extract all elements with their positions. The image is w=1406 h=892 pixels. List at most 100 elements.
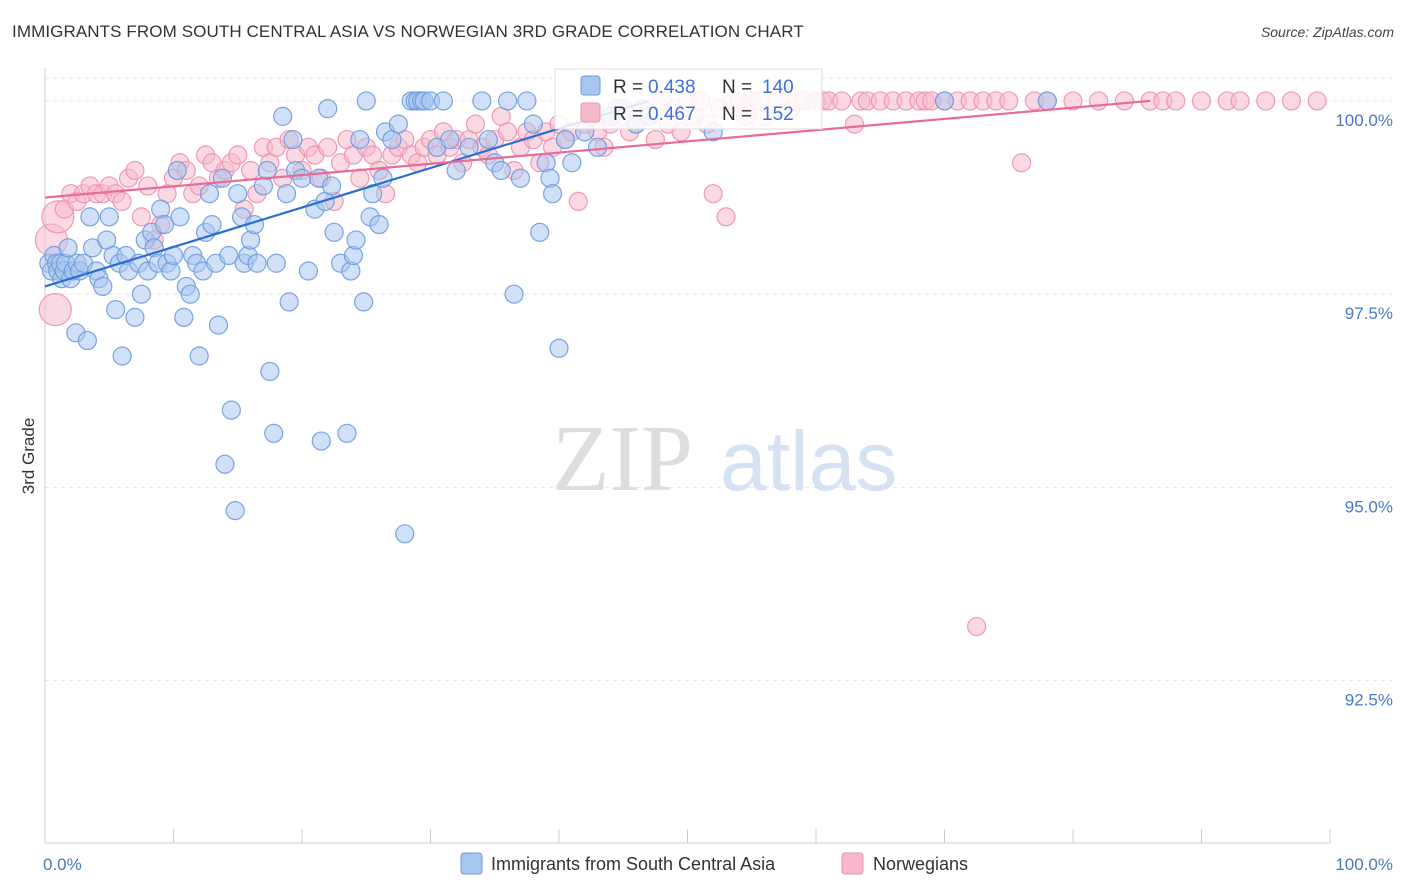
blue-point (346, 230, 366, 250)
pink-point (1114, 91, 1135, 111)
pink-point (1063, 91, 1083, 111)
pink-point (1191, 91, 1212, 111)
stats-swatch-blue (580, 75, 601, 96)
pink-point (1011, 153, 1032, 173)
blue-point (523, 114, 543, 134)
blue-point (504, 284, 524, 304)
stats-r-value-pink: 0.467 (648, 104, 696, 125)
legend: Immigrants from South Central Asia Norwe… (460, 852, 968, 875)
blue-point (292, 168, 312, 188)
blue-point (491, 160, 511, 181)
blue-point (373, 168, 393, 188)
pink-point (228, 145, 248, 165)
y-tick-label-3: 92.5% (1345, 691, 1393, 710)
trend-lines (44, 99, 1151, 288)
blue-point (498, 91, 518, 111)
blue-point (337, 423, 357, 443)
blue-point (472, 91, 492, 111)
blue-point (549, 338, 569, 358)
blue-point (510, 168, 531, 188)
stats-n-value-pink: 152 (762, 104, 794, 125)
pink-point (716, 207, 736, 227)
blue-point (260, 361, 280, 382)
blue-point (356, 91, 376, 111)
pink-point (703, 184, 723, 204)
watermark: ZIP atlas (552, 407, 897, 511)
blue-point (58, 238, 78, 258)
watermark-zip: ZIP (552, 407, 693, 511)
blue-point (131, 284, 151, 304)
blue-point (208, 315, 229, 335)
pink-point (568, 191, 588, 212)
stats-r-value-blue: 0.438 (648, 77, 696, 98)
blue-point (154, 215, 175, 235)
blue-point (440, 129, 460, 150)
legend-label-blue: Immigrants from South Central Asia (491, 854, 776, 874)
stats-n-label-pink: N = (722, 104, 752, 125)
blue-point (202, 215, 222, 235)
blue-point (225, 501, 245, 521)
blue-point (228, 184, 248, 204)
blue-point (283, 129, 303, 150)
blue-point (266, 253, 286, 273)
x-tick-label-0: 0.0% (43, 855, 82, 874)
blue-point (93, 276, 113, 297)
blue-point (350, 129, 370, 150)
blue-point (221, 400, 241, 420)
blue-point (298, 261, 319, 281)
pink-point (832, 91, 852, 111)
pink-point (1230, 91, 1250, 111)
x-tick-label-1: 100.0% (1335, 855, 1393, 874)
pink-point (1256, 91, 1276, 111)
stats-r-label-blue: R = (613, 77, 643, 98)
blue-point (99, 207, 119, 227)
blue-point (555, 129, 576, 150)
legend-label-pink: Norwegians (873, 854, 968, 874)
trend-line-blue (44, 99, 650, 288)
blue-point (279, 292, 299, 312)
pink-point (1281, 91, 1302, 111)
blue-point (264, 423, 284, 443)
blue-point (1037, 91, 1057, 111)
stats-box: R = 0.438 N = 140 R = 0.467 N = 152 (554, 68, 823, 130)
blue-point (587, 137, 608, 157)
blue-point (125, 307, 145, 327)
blue-point (219, 245, 239, 266)
blue-point (170, 207, 190, 227)
blue-point (273, 106, 293, 126)
blue-point (106, 300, 126, 320)
pink-point (1307, 91, 1327, 111)
blue-point (189, 346, 209, 366)
legend-swatch-pink (841, 852, 864, 875)
stats-r-label-pink: R = (613, 104, 643, 125)
blue-point (318, 99, 338, 119)
blue-point (517, 91, 537, 111)
stats-n-label-blue: N = (722, 77, 752, 98)
pink-point (131, 207, 151, 227)
pink-point (125, 160, 145, 181)
y-axis-label: 3rd Grade (19, 418, 38, 495)
blue-point (321, 176, 342, 196)
blue-point (174, 307, 194, 327)
pink-point (844, 114, 865, 134)
blue-point (212, 168, 232, 188)
blue-point (311, 431, 331, 451)
blue-point (112, 346, 132, 366)
blue-point (80, 207, 100, 227)
pink-point (498, 122, 518, 142)
blue-point (324, 222, 344, 242)
blue-point (433, 91, 453, 111)
blue-point (180, 284, 200, 304)
pink-point (645, 129, 665, 150)
y-tick-label-2: 95.0% (1345, 497, 1393, 516)
chart-source: Source: ZipAtlas.com (1260, 24, 1394, 40)
blue-point (215, 454, 235, 474)
trend-line-pink (44, 99, 1151, 199)
y-tick-labels: 100.0% 97.5% 95.0% 92.5% (1335, 111, 1393, 710)
pink-point (318, 137, 338, 157)
pink-point (241, 160, 261, 181)
x-tick-labels: 0.0% 100.0% (43, 855, 1393, 874)
blue-point (276, 184, 297, 204)
pink-point (112, 191, 132, 212)
